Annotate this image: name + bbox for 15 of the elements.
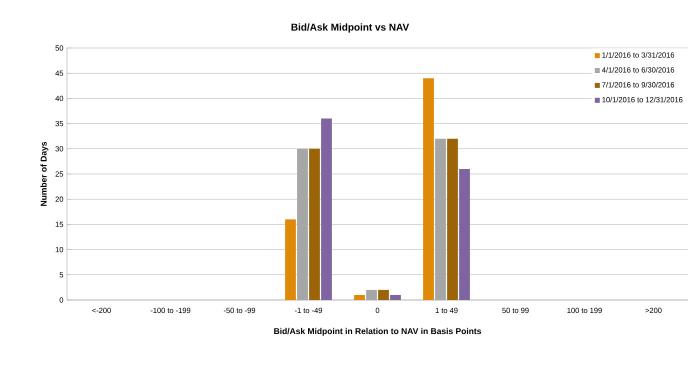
bar bbox=[309, 148, 320, 300]
bar bbox=[366, 290, 377, 300]
bar bbox=[378, 290, 389, 300]
bar bbox=[285, 219, 296, 300]
bar bbox=[321, 118, 332, 300]
y-axis-title: Number of Days bbox=[40, 142, 48, 206]
bar bbox=[390, 294, 401, 300]
bar bbox=[297, 148, 308, 300]
bar bbox=[447, 138, 458, 300]
x-axis-title: Bid/Ask Midpoint in Relation to NAV in Basis Points bbox=[274, 328, 482, 336]
chart-title: Bid/Ask Midpoint vs NAV bbox=[292, 23, 410, 33]
bar bbox=[423, 78, 434, 300]
bar bbox=[459, 168, 470, 300]
bar bbox=[435, 138, 446, 300]
bar bbox=[354, 294, 365, 300]
